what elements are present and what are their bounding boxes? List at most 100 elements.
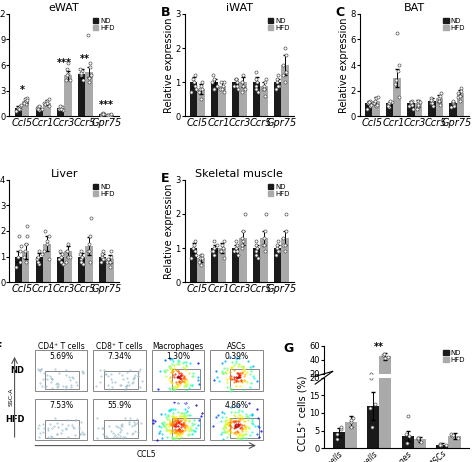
Text: F: F [0,340,3,353]
Bar [22,251,29,282]
Y-axis label: Relative expression: Relative expression [339,17,349,113]
Bar [104,420,138,438]
Bar [64,75,72,116]
Bar [36,108,43,116]
Text: 7.34%: 7.34% [108,353,132,361]
Bar [172,418,201,438]
Text: ***: *** [57,58,72,68]
Bar [367,406,379,448]
Bar [402,385,414,388]
Bar [386,103,393,116]
Legend: ND, HFD: ND, HFD [92,183,116,198]
Bar [46,371,79,389]
Bar [35,399,87,440]
Bar [232,248,239,282]
Bar [197,258,205,282]
Bar [93,350,146,391]
Bar [99,114,106,116]
Text: 1.30%: 1.30% [166,353,190,361]
Bar [43,103,51,116]
Bar [64,251,72,282]
Text: 55.9%: 55.9% [108,401,132,410]
Text: Macrophages: Macrophages [153,342,204,351]
Bar [379,356,392,388]
Bar [15,108,22,116]
Text: 5.69%: 5.69% [49,353,73,361]
Bar [333,385,345,388]
Bar [456,93,464,116]
Legend: ND, HFD: ND, HFD [267,18,291,32]
Title: Skeletal muscle: Skeletal muscle [195,169,283,179]
Bar [230,418,259,438]
Text: C: C [336,6,345,18]
Text: HFD: HFD [5,415,25,424]
Bar [282,238,289,282]
Bar [78,73,85,116]
Bar [428,101,436,116]
Title: BAT: BAT [404,3,425,13]
Bar [415,103,422,116]
Text: E: E [161,171,169,185]
Bar [414,439,426,448]
Text: 4.86%: 4.86% [225,401,248,410]
Y-axis label: Relative expression: Relative expression [164,17,173,113]
Bar [274,82,282,116]
Text: *: * [19,85,25,95]
Title: Liver: Liver [50,169,78,179]
Text: 0.39%: 0.39% [225,353,249,361]
Legend: ND, HFD: ND, HFD [442,349,466,364]
Bar [85,72,92,116]
Bar [414,386,426,388]
Bar [36,256,43,282]
Bar [448,385,461,388]
Bar [437,444,448,448]
Title: iWAT: iWAT [226,3,253,13]
Bar [219,248,226,282]
Bar [253,248,260,282]
Bar [282,65,289,116]
Bar [172,369,201,389]
Bar [106,259,114,282]
Bar [57,256,64,282]
Bar [22,101,29,116]
Bar [190,248,197,282]
Bar [239,82,247,116]
Bar [57,108,64,116]
Bar [46,420,79,438]
Text: ***: *** [99,100,114,110]
Bar [210,399,263,440]
Y-axis label: Relative expression: Relative expression [164,183,173,279]
Bar [93,399,146,440]
Bar [345,422,357,448]
Bar [437,387,448,388]
Bar [152,399,204,440]
Bar [152,350,204,391]
Text: SSC-A: SSC-A [8,388,13,406]
Text: 7.53%: 7.53% [49,401,73,410]
Bar [365,103,373,116]
Bar [197,89,205,116]
Bar [85,246,92,282]
Bar [407,103,415,116]
Bar [373,101,380,116]
Bar [35,350,87,391]
Bar [345,383,357,388]
Text: **: ** [80,54,90,64]
Text: ND: ND [11,366,25,375]
Text: 2.20%: 2.20% [166,401,190,410]
Bar [260,238,268,282]
Bar [43,244,51,282]
Text: CCL5: CCL5 [137,450,157,459]
Bar [274,248,282,282]
Text: **: ** [374,342,384,352]
Bar [78,256,85,282]
Text: CD8⁺ T cells: CD8⁺ T cells [96,342,143,351]
Bar [260,85,268,116]
Text: CD4⁺ T cells: CD4⁺ T cells [37,342,84,351]
Bar [190,82,197,116]
Bar [210,350,263,391]
Text: ASCs: ASCs [227,342,246,351]
Bar [239,238,247,282]
Bar [219,85,226,116]
Text: G: G [283,342,293,355]
